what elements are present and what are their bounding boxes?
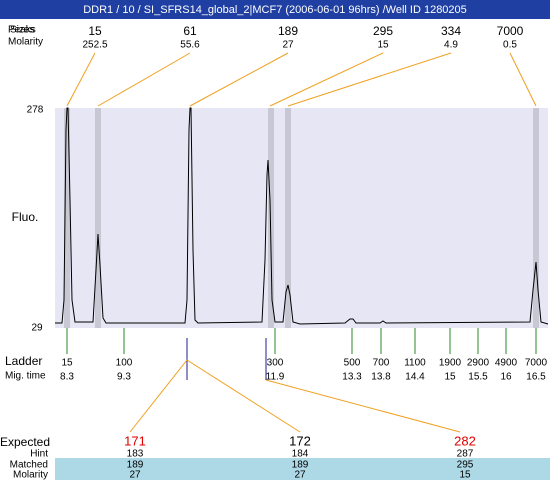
peak-size: 15: [88, 24, 102, 38]
expected-size: 172: [289, 433, 311, 448]
mig-time: 8.3: [60, 372, 74, 383]
mig-time: 14.4: [405, 372, 425, 383]
peak-size: 189: [278, 24, 298, 38]
match-lines: [129, 359, 461, 433]
mig-time: 16: [500, 372, 512, 383]
peak-molarity: 15: [377, 40, 389, 51]
peak-link: [287, 52, 452, 107]
molarity-label: Molarity: [8, 37, 43, 48]
peak-link: [509, 52, 537, 107]
ladder-size: 300: [267, 358, 284, 369]
peak-molarity: 0.5: [503, 40, 517, 51]
ladder-size: 4900: [495, 358, 518, 369]
expected-size: 282: [454, 433, 476, 448]
hint-value: 183: [127, 449, 144, 460]
molarity-value: 27: [294, 470, 306, 480]
size-label: Sizes: [10, 25, 34, 36]
row-label: Matched: [10, 460, 48, 471]
peak-link: [97, 52, 191, 107]
ladder-size: 15: [61, 358, 73, 369]
title-bar: [0, 0, 550, 19]
peak-size: 61: [183, 24, 197, 38]
matched-rows-bg: [55, 458, 550, 480]
peak-size: 295: [373, 24, 393, 38]
molarity-value: 15: [459, 470, 471, 480]
molarity-value: 27: [129, 470, 141, 480]
matched-value: 189: [292, 460, 309, 471]
ladder-size: 2900: [467, 358, 490, 369]
peak-molarity: 27: [282, 40, 294, 51]
peak-size: 7000: [497, 24, 524, 38]
mig-time: 9.3: [117, 372, 131, 383]
peak-molarity: 4.9: [444, 40, 458, 51]
mig-time: 15: [444, 372, 456, 383]
title: DDR1 / 10 / SI_SFRS14_global_2|MCF7 (200…: [83, 4, 467, 16]
mig-time-label: Mig. time: [5, 371, 46, 382]
expected-label: Expected: [0, 435, 50, 449]
peaks-label: Peaks: [8, 25, 36, 36]
mig-time: 13.8: [371, 372, 391, 383]
y-axis-label: Fluo.: [12, 210, 39, 224]
matched-value: 295: [457, 460, 474, 471]
row-label: Hint: [30, 449, 48, 460]
peak-bands: [64, 108, 539, 328]
mig-time: 11.9: [266, 372, 285, 383]
y-bottom-label: 29: [31, 323, 43, 334]
ladder-label: Ladder: [5, 354, 42, 368]
peak-molarity: 252.5: [82, 40, 107, 51]
ladder-size: 7000: [525, 358, 548, 369]
expected-size: 171: [124, 433, 146, 448]
row-label: Molarity: [13, 470, 48, 480]
y-top-label: 278: [27, 105, 44, 116]
plot-area: [55, 108, 548, 328]
peak-link: [269, 52, 384, 107]
ladder-size: 1100: [404, 358, 426, 369]
peak-molarity: 55.6: [180, 40, 200, 51]
mig-time: 16.5: [526, 372, 546, 383]
peak-link: [189, 52, 289, 107]
hint-value: 184: [292, 449, 309, 460]
ladder-size: 500: [344, 358, 361, 369]
peak-size: 334: [441, 24, 461, 38]
matched-value: 189: [127, 460, 144, 471]
mig-time: 15.5: [468, 372, 488, 383]
mig-time: 13.3: [342, 372, 362, 383]
hint-value: 287: [457, 449, 474, 460]
ladder-size: 100: [116, 358, 133, 369]
trace: [55, 107, 549, 325]
ladder-size: 1900: [439, 358, 462, 369]
peak-link: [66, 52, 96, 107]
ladder-size: 700: [373, 358, 390, 369]
